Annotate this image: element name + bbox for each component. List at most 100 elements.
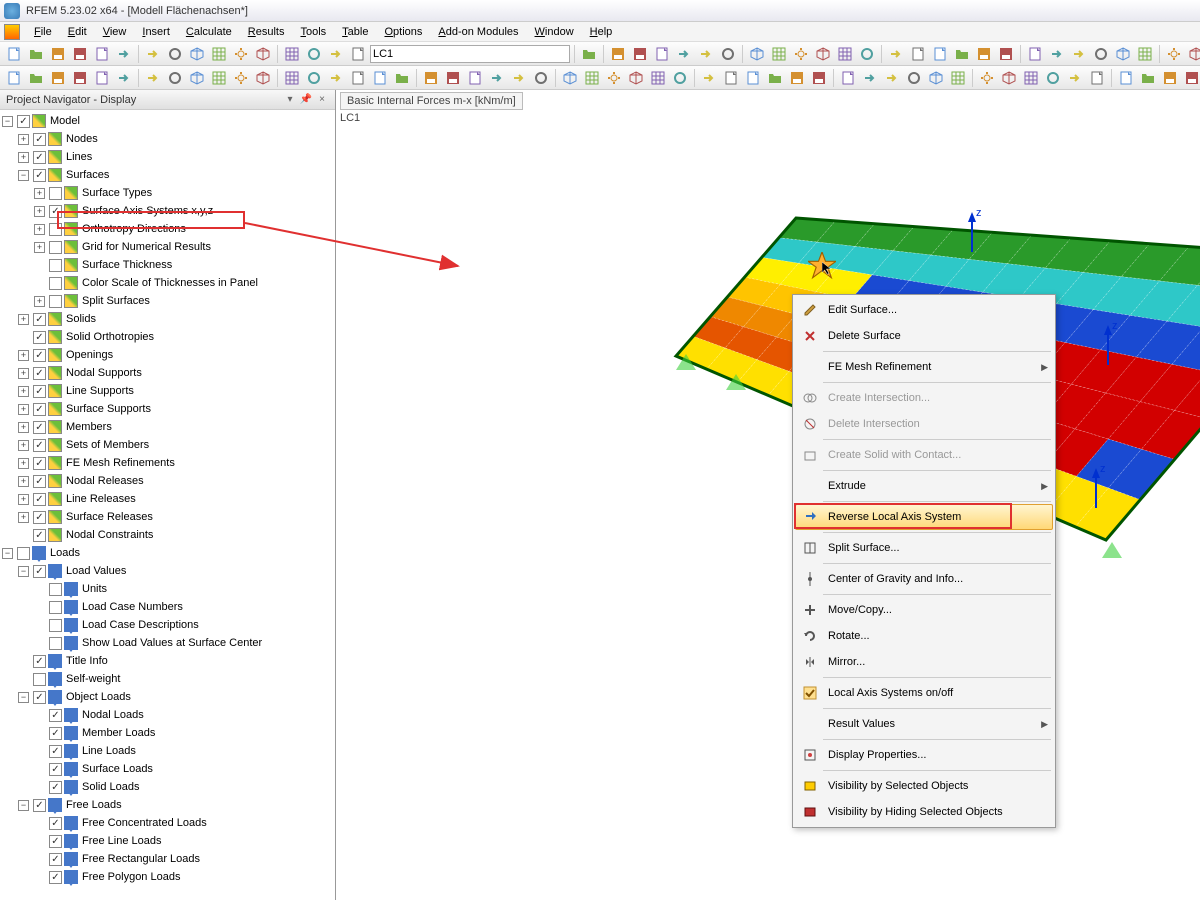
tree-label[interactable]: Free Polygon Loads: [80, 871, 180, 883]
toolbar-button[interactable]: [948, 68, 968, 88]
toolbar-button[interactable]: [1047, 44, 1067, 64]
tree-expander[interactable]: −: [18, 566, 29, 577]
toolbar-button[interactable]: [443, 68, 463, 88]
tree-label[interactable]: Model: [48, 115, 80, 127]
toolbar-button[interactable]: [787, 68, 807, 88]
menu-insert[interactable]: Insert: [134, 24, 178, 40]
menu-add-on-modules[interactable]: Add-on Modules: [430, 24, 526, 40]
toolbar-button[interactable]: [1135, 44, 1155, 64]
tree-checkbox[interactable]: ✓: [49, 709, 62, 722]
menu-file[interactable]: File: [26, 24, 60, 40]
tree-checkbox[interactable]: [33, 673, 46, 686]
tree-checkbox[interactable]: ✓: [33, 691, 46, 704]
toolbar-button[interactable]: [231, 44, 251, 64]
context-menu-item[interactable]: Move/Copy...: [795, 597, 1053, 623]
toolbar-button[interactable]: [926, 68, 946, 88]
toolbar-button[interactable]: [857, 44, 877, 64]
tree-checkbox[interactable]: ✓: [49, 727, 62, 740]
tree-label[interactable]: Show Load Values at Surface Center: [80, 637, 262, 649]
tree-expander[interactable]: +: [18, 350, 29, 361]
tree-expander[interactable]: +: [34, 296, 45, 307]
menu-table[interactable]: Table: [334, 24, 376, 40]
context-menu-item[interactable]: Extrude▶: [795, 473, 1053, 499]
toolbar-button[interactable]: [670, 68, 690, 88]
tree-checkbox[interactable]: ✓: [33, 313, 46, 326]
toolbar-button[interactable]: [1065, 68, 1085, 88]
context-menu-item[interactable]: Mirror...: [795, 649, 1053, 675]
menu-tools[interactable]: Tools: [292, 24, 334, 40]
tree-label[interactable]: Object Loads: [64, 691, 131, 703]
tree-checkbox[interactable]: ✓: [17, 115, 30, 128]
toolbar-button[interactable]: [304, 44, 324, 64]
context-menu-item[interactable]: FE Mesh Refinement▶: [795, 354, 1053, 380]
toolbar-button[interactable]: [791, 44, 811, 64]
tree-checkbox[interactable]: ✓: [49, 745, 62, 758]
tree-label[interactable]: Nodal Constraints: [64, 529, 153, 541]
tree-expander[interactable]: +: [18, 134, 29, 145]
tree-label[interactable]: Surfaces: [64, 169, 109, 181]
menu-edit[interactable]: Edit: [60, 24, 95, 40]
tree-label[interactable]: Line Supports: [64, 385, 134, 397]
toolbar-button[interactable]: [143, 44, 163, 64]
app-menu-icon[interactable]: [4, 24, 20, 40]
toolbar-button[interactable]: [253, 68, 273, 88]
tree-label[interactable]: Members: [64, 421, 112, 433]
toolbar-button[interactable]: [4, 44, 24, 64]
tree-label[interactable]: Solids: [64, 313, 96, 325]
tree-expander[interactable]: +: [34, 224, 45, 235]
tree-expander[interactable]: +: [18, 494, 29, 505]
toolbar-button[interactable]: [996, 44, 1016, 64]
toolbar-button[interactable]: [974, 44, 994, 64]
tree-label[interactable]: Sets of Members: [64, 439, 149, 451]
toolbar-button[interactable]: [699, 68, 719, 88]
tree-label[interactable]: Nodes: [64, 133, 98, 145]
toolbar-button[interactable]: [886, 44, 906, 64]
tree-checkbox[interactable]: ✓: [33, 169, 46, 182]
context-menu-item[interactable]: Result Values▶: [795, 711, 1053, 737]
toolbar-button[interactable]: [904, 68, 924, 88]
tree-checkbox[interactable]: ✓: [49, 835, 62, 848]
toolbar-button[interactable]: [1113, 44, 1133, 64]
tree-checkbox[interactable]: ✓: [33, 799, 46, 812]
tree-label[interactable]: Loads: [48, 547, 80, 559]
context-menu-item[interactable]: Center of Gravity and Info...: [795, 566, 1053, 592]
toolbar-button[interactable]: [48, 44, 68, 64]
tree-checkbox[interactable]: ✓: [33, 367, 46, 380]
toolbar-button[interactable]: [48, 68, 68, 88]
toolbar-button[interactable]: [92, 44, 112, 64]
tree-label[interactable]: Free Concentrated Loads: [80, 817, 207, 829]
tree-checkbox[interactable]: ✓: [33, 529, 46, 542]
tree-checkbox[interactable]: [49, 277, 62, 290]
toolbar-button[interactable]: [4, 68, 24, 88]
context-menu-item[interactable]: Display Properties...: [795, 742, 1053, 768]
context-menu-item[interactable]: Rotate...: [795, 623, 1053, 649]
tree-label[interactable]: FE Mesh Refinements: [64, 457, 175, 469]
toolbar-button[interactable]: [348, 44, 368, 64]
toolbar-button[interactable]: [165, 68, 185, 88]
toolbar-button[interactable]: [326, 44, 346, 64]
pin-icon[interactable]: ▾: [283, 93, 297, 107]
context-menu-item[interactable]: Split Surface...: [795, 535, 1053, 561]
toolbar-button[interactable]: [648, 68, 668, 88]
tree-checkbox[interactable]: ✓: [33, 493, 46, 506]
toolbar-button[interactable]: [231, 68, 251, 88]
tree-checkbox[interactable]: ✓: [33, 457, 46, 470]
toolbar-button[interactable]: [143, 68, 163, 88]
toolbar-button[interactable]: [421, 68, 441, 88]
toolbar-button[interactable]: [187, 68, 207, 88]
menu-window[interactable]: Window: [527, 24, 582, 40]
toolbar-button[interactable]: [747, 44, 767, 64]
toolbar-button[interactable]: [860, 68, 880, 88]
tree-expander[interactable]: +: [18, 152, 29, 163]
toolbar-button[interactable]: [1069, 44, 1089, 64]
tree-expander[interactable]: −: [2, 116, 13, 127]
toolbar-button[interactable]: [304, 68, 324, 88]
tree-label[interactable]: Surface Types: [80, 187, 152, 199]
tree-checkbox[interactable]: ✓: [49, 205, 62, 218]
toolbar-button[interactable]: [348, 68, 368, 88]
toolbar-button[interactable]: [531, 68, 551, 88]
toolbar-button[interactable]: [813, 44, 833, 64]
tree-label[interactable]: Nodal Releases: [64, 475, 144, 487]
tree-label[interactable]: Color Scale of Thicknesses in Panel: [80, 277, 258, 289]
tree-expander[interactable]: +: [18, 368, 29, 379]
